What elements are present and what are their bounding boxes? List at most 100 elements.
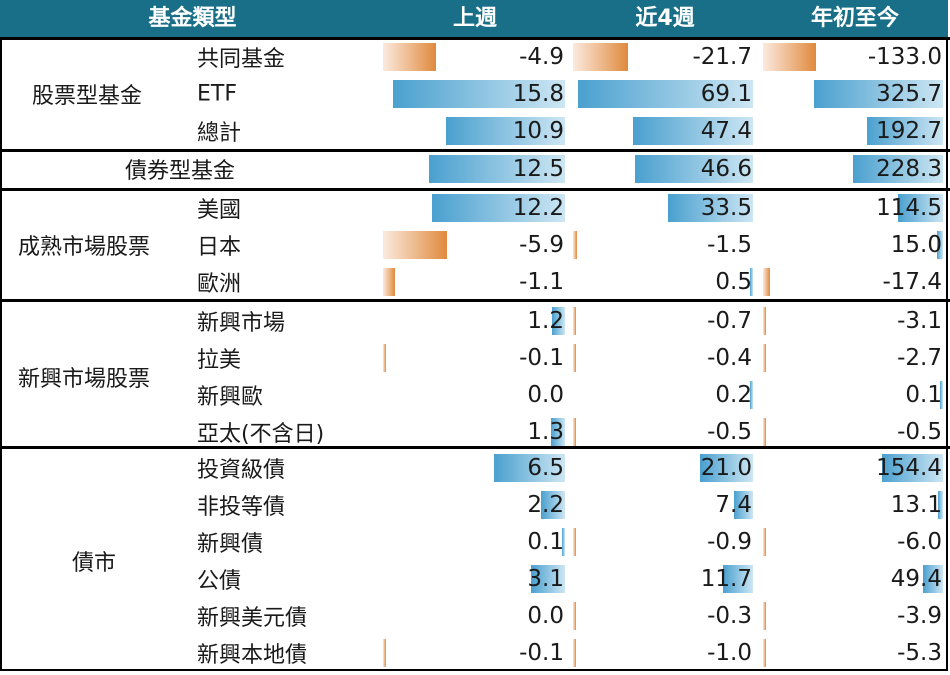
data-bar	[573, 231, 577, 260]
data-value: 15.8	[512, 81, 564, 108]
row-label: 拉美	[197, 348, 242, 374]
data-bar	[432, 194, 565, 223]
data-value: 228.3	[876, 156, 942, 183]
data-value: 6.5	[527, 455, 564, 482]
data-value: 325.7	[876, 81, 942, 108]
data-bar	[763, 418, 766, 447]
data-value: -0.5	[707, 419, 752, 446]
row-label: 歐洲	[197, 272, 242, 298]
group-label: 債市	[72, 550, 117, 576]
data-value: -0.3	[707, 603, 752, 630]
data-bar	[573, 528, 576, 557]
group-label: 新興市場股票	[18, 366, 151, 392]
data-value: -1.0	[707, 639, 752, 666]
data-value: -3.1	[897, 308, 942, 335]
row-label: 共同基金	[197, 47, 286, 73]
data-value: 69.1	[700, 81, 752, 108]
data-value: 12.2	[512, 195, 564, 222]
data-bar	[551, 307, 565, 336]
group-separator	[0, 299, 950, 302]
data-value: -0.9	[707, 529, 752, 556]
data-value: -0.7	[707, 308, 752, 335]
row-label: 公債	[197, 569, 242, 595]
data-bar	[763, 268, 770, 297]
data-value: 2.2	[527, 492, 564, 519]
row-label: ETF	[197, 81, 237, 107]
data-value: 114.5	[876, 195, 942, 222]
data-bar	[446, 117, 565, 146]
row-label: 總計	[197, 121, 242, 147]
data-value: 0.5	[715, 269, 752, 296]
data-value: -5.3	[897, 639, 942, 666]
data-value: -0.4	[707, 345, 752, 372]
group-label: 成熟市場股票	[18, 235, 151, 261]
data-bar	[573, 418, 576, 447]
data-value: 154.4	[876, 455, 942, 482]
data-value: 0.0	[527, 603, 564, 630]
data-value: 12.5	[512, 156, 564, 183]
data-bar	[750, 268, 753, 297]
data-bar	[383, 43, 437, 72]
data-value: -5.9	[519, 232, 564, 259]
data-value: -2.7	[897, 345, 942, 372]
data-bar	[573, 638, 576, 667]
data-bar	[550, 418, 565, 447]
header-last-week: 上週	[452, 6, 497, 31]
data-value: 0.1	[905, 382, 942, 409]
data-value: -4.9	[519, 44, 564, 71]
data-bar	[383, 268, 395, 297]
data-value: 1.2	[527, 308, 564, 335]
data-bar	[763, 43, 816, 72]
row-label: 亞太(不含日)	[197, 422, 325, 448]
data-bar	[852, 155, 943, 184]
row-label: 新興美元債	[197, 606, 308, 632]
table-border-right	[946, 38, 948, 671]
header-category: 基金類型	[148, 6, 237, 31]
table-border-bottom	[0, 669, 948, 671]
data-value: 47.4	[700, 118, 752, 145]
data-bar	[699, 454, 753, 483]
row-label: 日本	[197, 235, 242, 261]
data-value: -17.4	[882, 269, 942, 296]
header-row	[0, 0, 948, 38]
data-value: 10.9	[512, 118, 564, 145]
data-value: -0.1	[519, 639, 564, 666]
data-value: 49.4	[890, 566, 942, 593]
data-bar	[763, 307, 766, 336]
data-value: 0.2	[715, 382, 752, 409]
data-bar	[750, 381, 753, 410]
data-bar	[866, 117, 943, 146]
data-bar	[923, 565, 943, 594]
data-value: 21.0	[700, 455, 752, 482]
row-label: 新興債	[197, 532, 264, 558]
data-bar	[573, 43, 628, 72]
group-separator	[0, 149, 950, 152]
data-value: 0.0	[527, 382, 564, 409]
data-bar	[937, 491, 943, 520]
data-bar	[940, 381, 943, 410]
data-value: 3.1	[527, 566, 564, 593]
data-bar	[494, 454, 565, 483]
data-bar	[723, 565, 753, 594]
data-bar	[383, 638, 386, 667]
row-label: 新興本地債	[197, 642, 308, 668]
data-value: 7.4	[715, 492, 752, 519]
data-value: 13.1	[890, 492, 942, 519]
row-label: 新興市場	[197, 311, 286, 337]
data-bar	[383, 344, 386, 373]
row-label: 投資級債	[197, 458, 286, 484]
data-bar	[897, 194, 943, 223]
data-value: 11.7	[700, 566, 752, 593]
row-label: 新興歐	[197, 385, 264, 411]
data-value: -133.0	[867, 44, 942, 71]
data-bar	[763, 344, 766, 373]
data-value: 1.3	[527, 419, 564, 446]
data-value: 46.6	[700, 156, 752, 183]
data-bar	[531, 565, 565, 594]
data-value: 33.5	[700, 195, 752, 222]
data-value: -21.7	[692, 44, 752, 71]
data-bar	[881, 454, 943, 483]
header-4-weeks: 近4週	[635, 6, 695, 31]
data-value: 192.7	[876, 118, 942, 145]
data-bar	[763, 528, 766, 557]
